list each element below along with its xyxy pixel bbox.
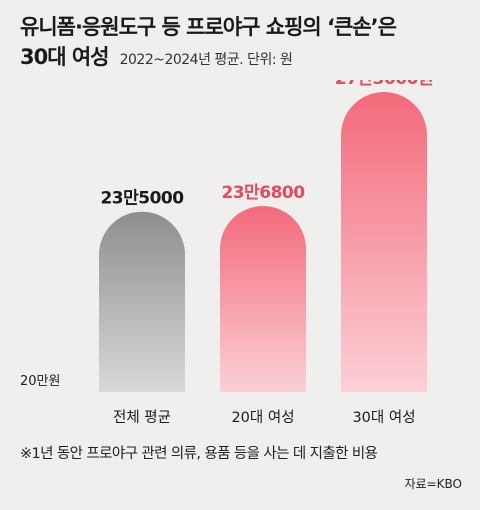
- chart-title-line2: 30대 여성: [20, 45, 109, 69]
- title-line2-row: 30대 여성 2022~2024년 평균. 단위: 원: [20, 42, 470, 75]
- value-label-3: 27만3000원: [335, 80, 433, 89]
- chart-subtitle: 2022~2024년 평균. 단위: 원: [119, 52, 293, 68]
- footnote: ※1년 동안 프로야구 관련 의류, 용품 등을 사는 데 지출한 비용: [20, 446, 378, 462]
- value-label-2: 23만6800: [221, 183, 305, 203]
- category-label-1: 전체 평균: [113, 409, 171, 426]
- value-label-1: 23만5000: [100, 189, 184, 209]
- category-label-2: 20대 여성: [231, 409, 294, 426]
- bar-3: [341, 92, 427, 392]
- bar-chart: 20만원 23만5000 전체 평균 23만6800 20대 여성 27만3000원 30대…: [20, 80, 434, 426]
- category-label-3: 30대 여성: [352, 409, 415, 426]
- bar-1: [99, 211, 185, 392]
- bar-2: [220, 206, 306, 392]
- bars-group: 20만원 23만5000 전체 평균 23만6800 20대 여성 27만3000원 30대…: [20, 80, 434, 426]
- chart-title: 유니폼·응원도구 등 프로야구 쇼핑의 ‘큰손’은: [20, 15, 397, 39]
- title-block: 유니폼·응원도구 등 프로야구 쇼핑의 ‘큰손’은 30대 여성 2022~20…: [20, 12, 470, 75]
- baseline-label: 20만원: [20, 374, 60, 389]
- source-credit: 자료=KBO: [404, 477, 462, 491]
